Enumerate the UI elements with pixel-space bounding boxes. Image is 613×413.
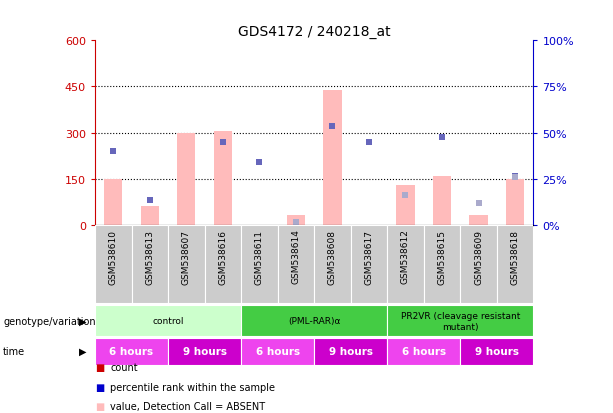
Text: ▶: ▶ <box>79 346 86 356</box>
Bar <box>287 216 305 225</box>
Bar <box>278 225 314 304</box>
Bar <box>314 225 351 304</box>
Bar <box>104 179 123 225</box>
Bar <box>470 216 488 225</box>
Text: 6 hours: 6 hours <box>402 346 446 356</box>
Bar <box>95 338 168 365</box>
Text: ■: ■ <box>95 362 104 372</box>
Text: control: control <box>152 317 184 325</box>
Text: 6 hours: 6 hours <box>110 346 154 356</box>
Bar <box>387 306 533 337</box>
Bar <box>241 225 278 304</box>
Bar <box>460 338 533 365</box>
Text: 6 hours: 6 hours <box>256 346 300 356</box>
Bar <box>241 306 387 337</box>
Text: GSM538615: GSM538615 <box>438 229 446 284</box>
Bar <box>460 225 497 304</box>
Text: GSM538608: GSM538608 <box>328 229 337 284</box>
Text: GSM538611: GSM538611 <box>255 229 264 284</box>
Text: GSM538609: GSM538609 <box>474 229 483 284</box>
Bar <box>205 225 241 304</box>
Text: GSM538618: GSM538618 <box>511 229 520 284</box>
Bar <box>387 338 460 365</box>
Bar <box>214 132 232 225</box>
Text: ■: ■ <box>95 382 104 392</box>
Bar <box>351 225 387 304</box>
Text: time: time <box>3 346 25 356</box>
Text: GSM538614: GSM538614 <box>291 229 300 284</box>
Bar <box>168 225 205 304</box>
Bar <box>424 225 460 304</box>
Bar <box>95 306 241 337</box>
Bar <box>397 185 414 225</box>
Text: PR2VR (cleavage resistant
mutant): PR2VR (cleavage resistant mutant) <box>400 311 520 331</box>
Text: genotype/variation: genotype/variation <box>3 316 96 326</box>
Text: ▶: ▶ <box>79 316 86 326</box>
Bar <box>323 90 341 225</box>
Text: 9 hours: 9 hours <box>475 346 519 356</box>
Title: GDS4172 / 240218_at: GDS4172 / 240218_at <box>238 25 390 39</box>
Text: 9 hours: 9 hours <box>183 346 227 356</box>
Bar <box>95 225 132 304</box>
Text: 9 hours: 9 hours <box>329 346 373 356</box>
Text: GSM538607: GSM538607 <box>182 229 191 284</box>
Bar <box>132 225 168 304</box>
Text: percentile rank within the sample: percentile rank within the sample <box>110 382 275 392</box>
Text: value, Detection Call = ABSENT: value, Detection Call = ABSENT <box>110 401 265 411</box>
Bar <box>497 225 533 304</box>
Bar <box>140 206 159 225</box>
Text: ■: ■ <box>95 401 104 411</box>
Bar <box>241 338 314 365</box>
Bar <box>506 179 524 225</box>
Text: GSM538616: GSM538616 <box>218 229 227 284</box>
Text: GSM538613: GSM538613 <box>145 229 154 284</box>
Text: count: count <box>110 362 138 372</box>
Bar <box>433 176 451 225</box>
Bar <box>177 133 196 225</box>
Bar <box>314 338 387 365</box>
Text: GSM538610: GSM538610 <box>109 229 118 284</box>
Text: GSM538612: GSM538612 <box>401 229 410 284</box>
Bar <box>387 225 424 304</box>
Bar <box>168 338 241 365</box>
Text: (PML-RAR)α: (PML-RAR)α <box>288 317 340 325</box>
Text: GSM538617: GSM538617 <box>365 229 373 284</box>
